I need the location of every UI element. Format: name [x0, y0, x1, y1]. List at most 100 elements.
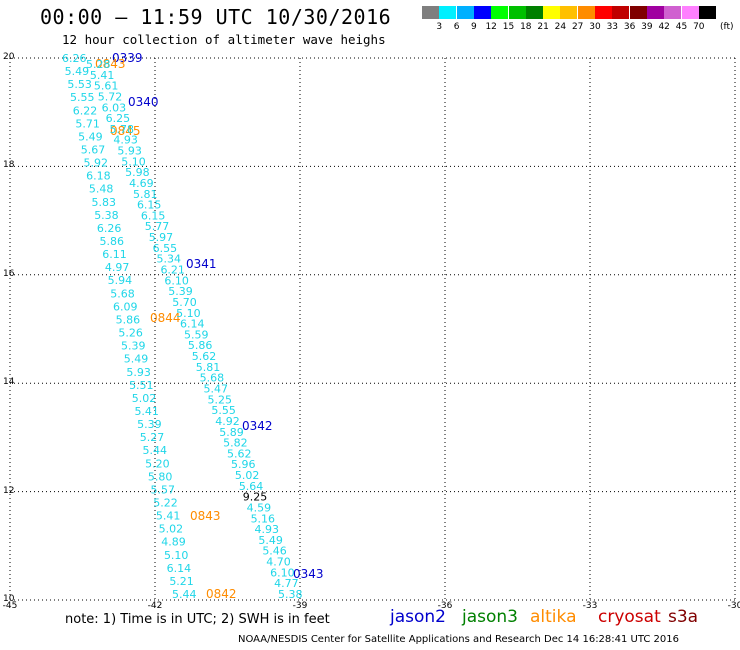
- legend-swatch: [456, 6, 474, 19]
- swh-value: 6.26: [62, 52, 87, 65]
- swh-value: 5.72: [98, 90, 123, 103]
- swh-value: 5.10: [121, 155, 146, 168]
- swh-value: 5.83: [92, 196, 117, 209]
- swh-value: 5.49: [258, 534, 283, 547]
- swh-value: 5.67: [81, 144, 106, 157]
- swh-value: 6.21: [160, 264, 185, 277]
- legend-tick-label: 12: [485, 22, 497, 32]
- swh-value: 5.68: [200, 372, 225, 385]
- swh-value: 5.21: [169, 575, 194, 588]
- swh-value: 5.97: [149, 231, 174, 244]
- legend-tick-label: 18: [520, 22, 532, 32]
- swh-value: 5.86: [100, 235, 125, 248]
- legend-tick-label: 39: [641, 22, 653, 32]
- swh-value: 5.02: [235, 469, 259, 482]
- pass-time-label: 0339: [112, 51, 143, 65]
- legend-swatch: [508, 6, 526, 19]
- pass-time-label: 0842: [206, 587, 237, 601]
- swh-value: 5.61: [94, 80, 119, 93]
- swh-value: 6.14: [180, 318, 205, 331]
- legend-swatch: [664, 6, 682, 19]
- swh-value: 5.59: [184, 328, 209, 341]
- pass-time-label: 0342: [242, 419, 273, 433]
- swh-value: 4.77: [274, 577, 299, 590]
- legend-swatch: [629, 6, 647, 19]
- swh-value: 5.68: [110, 287, 135, 300]
- pass-time-label: 0343: [293, 567, 324, 581]
- legend-swatch: [439, 6, 457, 19]
- swh-value: 5.82: [223, 437, 248, 450]
- swh-value: 4.92: [215, 415, 240, 428]
- legend-tick-label: 36: [623, 22, 636, 32]
- chart-subtitle: 12 hour collection of altimeter wave hei…: [62, 32, 386, 47]
- swh-value: 5.10: [164, 549, 189, 562]
- legend-swatch: [577, 6, 595, 19]
- swh-value: 5.34: [157, 253, 182, 266]
- swh-value: 5.44: [172, 588, 197, 601]
- legend-tick-label: 33: [606, 22, 619, 32]
- satellite-s3a: s3a: [668, 607, 699, 627]
- lat-tick-label: 20: [3, 52, 15, 62]
- lon-tick-label: -45: [2, 601, 18, 611]
- swh-value: 4.69: [129, 177, 154, 190]
- satellite-cryosat: cryosat: [598, 607, 661, 627]
- swh-value: 6.11: [102, 248, 127, 261]
- swh-value: 5.86: [116, 313, 141, 326]
- swh-value: 5.41: [134, 405, 159, 418]
- pass-time-label: 0843: [190, 509, 221, 523]
- swh-value: 5.49: [78, 130, 103, 143]
- credit-line: NOAA/NESDIS Center for Satellite Applica…: [238, 634, 680, 645]
- swh-value: 5.38: [94, 209, 119, 222]
- swh-value: 5.41: [90, 69, 115, 82]
- lat-tick-label: 12: [3, 485, 15, 496]
- legend-tick-label: 9: [471, 22, 477, 32]
- pass-time-label: 0340: [128, 95, 159, 109]
- swh-value: 5.53: [67, 78, 92, 91]
- swh-value: 4.89: [161, 536, 186, 549]
- swh-value: 5.93: [117, 145, 142, 158]
- swh-value: 5.02: [159, 523, 184, 536]
- swh-value: 5.22: [153, 496, 178, 509]
- legend-swatch: [422, 6, 439, 19]
- swh-value: 5.78: [110, 123, 134, 136]
- swh-value: 5.25: [207, 393, 232, 406]
- lon-tick-label: -42: [147, 601, 163, 611]
- swh-value: 4.59: [247, 501, 272, 514]
- swh-value: 5.62: [192, 350, 217, 363]
- legend-swatch: [525, 6, 543, 19]
- swh-value: 5.27: [140, 431, 165, 444]
- swh-value: 5.39: [137, 418, 162, 431]
- pass-time-label: 0843: [95, 57, 126, 71]
- legend-tick-label: 27: [571, 22, 584, 32]
- swh-value: 5.71: [75, 117, 100, 130]
- swh-value: 6.15: [141, 209, 166, 222]
- legend-swatch: [612, 6, 630, 19]
- swh-value: 5.46: [262, 545, 287, 558]
- swh-value: 6.09: [113, 300, 138, 313]
- lat-tick-label: 14: [3, 377, 15, 388]
- pass-time-label: 0844: [150, 311, 181, 325]
- swh-value: 5.39: [168, 285, 193, 298]
- swh-value: 5.49: [124, 353, 148, 366]
- swh-value: 5.02: [132, 392, 157, 405]
- lon-tick-label: -30: [727, 601, 740, 611]
- legend-tick-label: 42: [658, 22, 670, 32]
- legend-tick-label: 30: [589, 22, 601, 32]
- legend-swatch: [698, 6, 716, 19]
- legend-swatch: [681, 6, 699, 19]
- swh-value: 6.10: [270, 566, 295, 579]
- satellite-jason2: jason2: [390, 607, 446, 627]
- lat-tick-label: 16: [3, 268, 15, 279]
- pass-time-label: 0845: [110, 124, 141, 138]
- swh-value: 5.93: [126, 366, 151, 379]
- swh-value: 6.25: [106, 112, 130, 125]
- swh-value: 6.26: [97, 222, 122, 235]
- swh-value: 5.57: [151, 483, 176, 496]
- lon-tick-label: -33: [582, 601, 598, 611]
- legend-swatch: [491, 6, 509, 19]
- legend-tick-label: 3: [436, 22, 443, 32]
- swh-value: 5.41: [156, 510, 181, 523]
- pass-time-label: 0341: [186, 257, 217, 271]
- swh-value: 9.25: [243, 491, 267, 504]
